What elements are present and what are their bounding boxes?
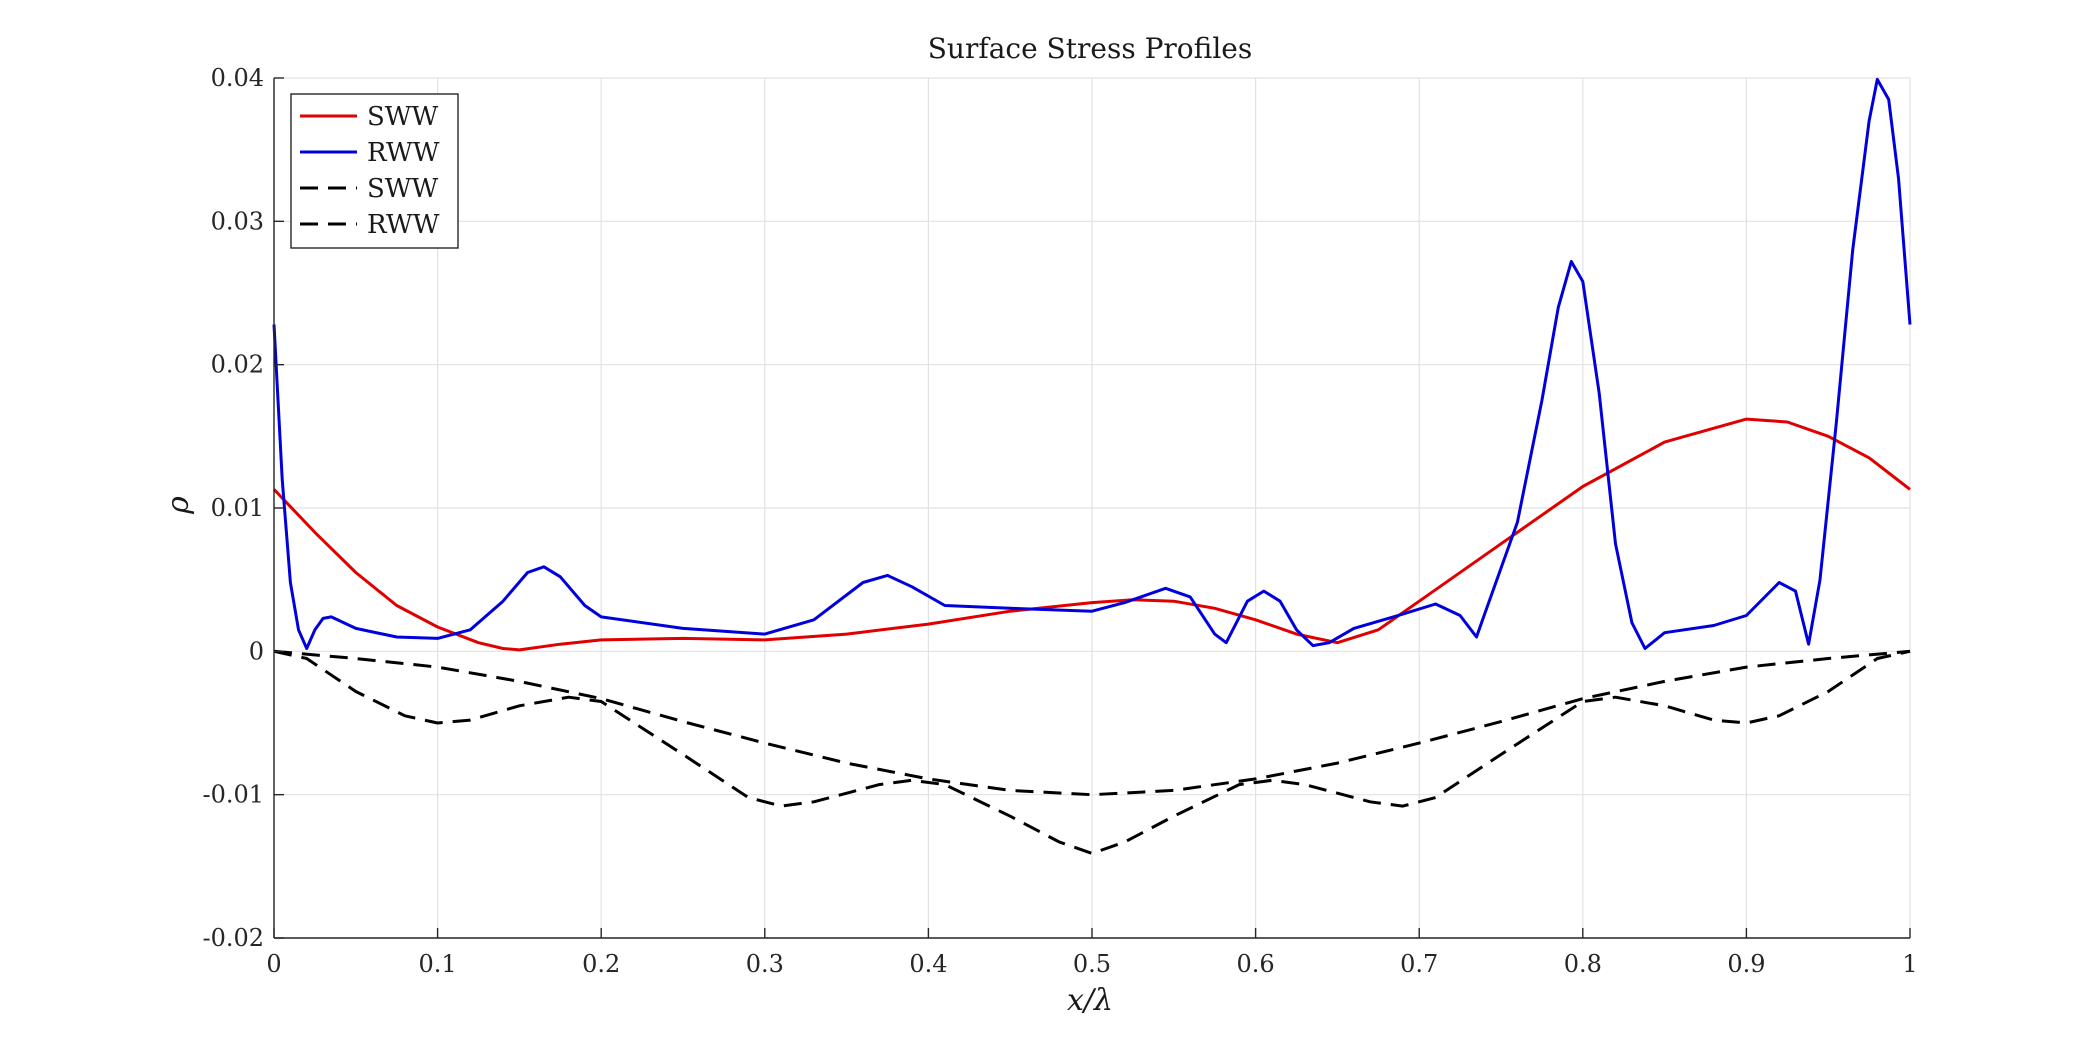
x-tick-label-0: 0: [266, 950, 281, 978]
x-tick-label-4: 0.4: [909, 950, 947, 978]
y-tick-label-3: 0.01: [211, 494, 264, 522]
x-tick-label-8: 0.8: [1564, 950, 1602, 978]
x-tick-label-1: 0.1: [419, 950, 457, 978]
x-tick-label-7: 0.7: [1400, 950, 1438, 978]
plot-area: 0 0.1 0.2 0.3 0.4 0.5 0.6 0.7 0.8 0.9 1 -0.02 -0.01 0…: [202, 64, 1917, 978]
chart-title: Surface Stress Profiles: [928, 32, 1253, 65]
legend-box: [290, 93, 459, 249]
x-tick-label-9: 0.9: [1727, 950, 1765, 978]
series-line-1: [272, 417, 1911, 652]
y-tick-label-5: 0.03: [211, 207, 264, 235]
legend-label-3: SWW: [367, 174, 439, 204]
x-tick-label-6: 0.6: [1237, 950, 1275, 978]
legend-label-4: RWW: [367, 210, 440, 240]
y-tick-label-0: -0.02: [202, 924, 264, 952]
x-tick-label-2: 0.2: [582, 950, 620, 978]
legend-label-2: RWW: [367, 138, 440, 168]
x-tick-label-10: 1: [1902, 950, 1917, 978]
y-axis-label: ρ: [161, 496, 196, 515]
x-axis-label: x/λ: [1067, 983, 1113, 1018]
y-tick-label-4: 0.02: [211, 351, 264, 379]
series-line-3: [273, 649, 1911, 797]
y-tick-label-1: -0.01: [202, 781, 264, 809]
x-tick-label-3: 0.3: [746, 950, 784, 978]
legend-label-1: SWW: [367, 102, 439, 132]
y-tick-label-2: 0: [249, 637, 264, 665]
y-tick-label-6: 0.04: [211, 64, 264, 92]
x-tick-label-5: 0.5: [1073, 950, 1111, 978]
series-line-4: [273, 649, 1911, 855]
legend: SWW RWW SWW RWW: [290, 93, 459, 249]
series-line-2: [272, 77, 1912, 650]
